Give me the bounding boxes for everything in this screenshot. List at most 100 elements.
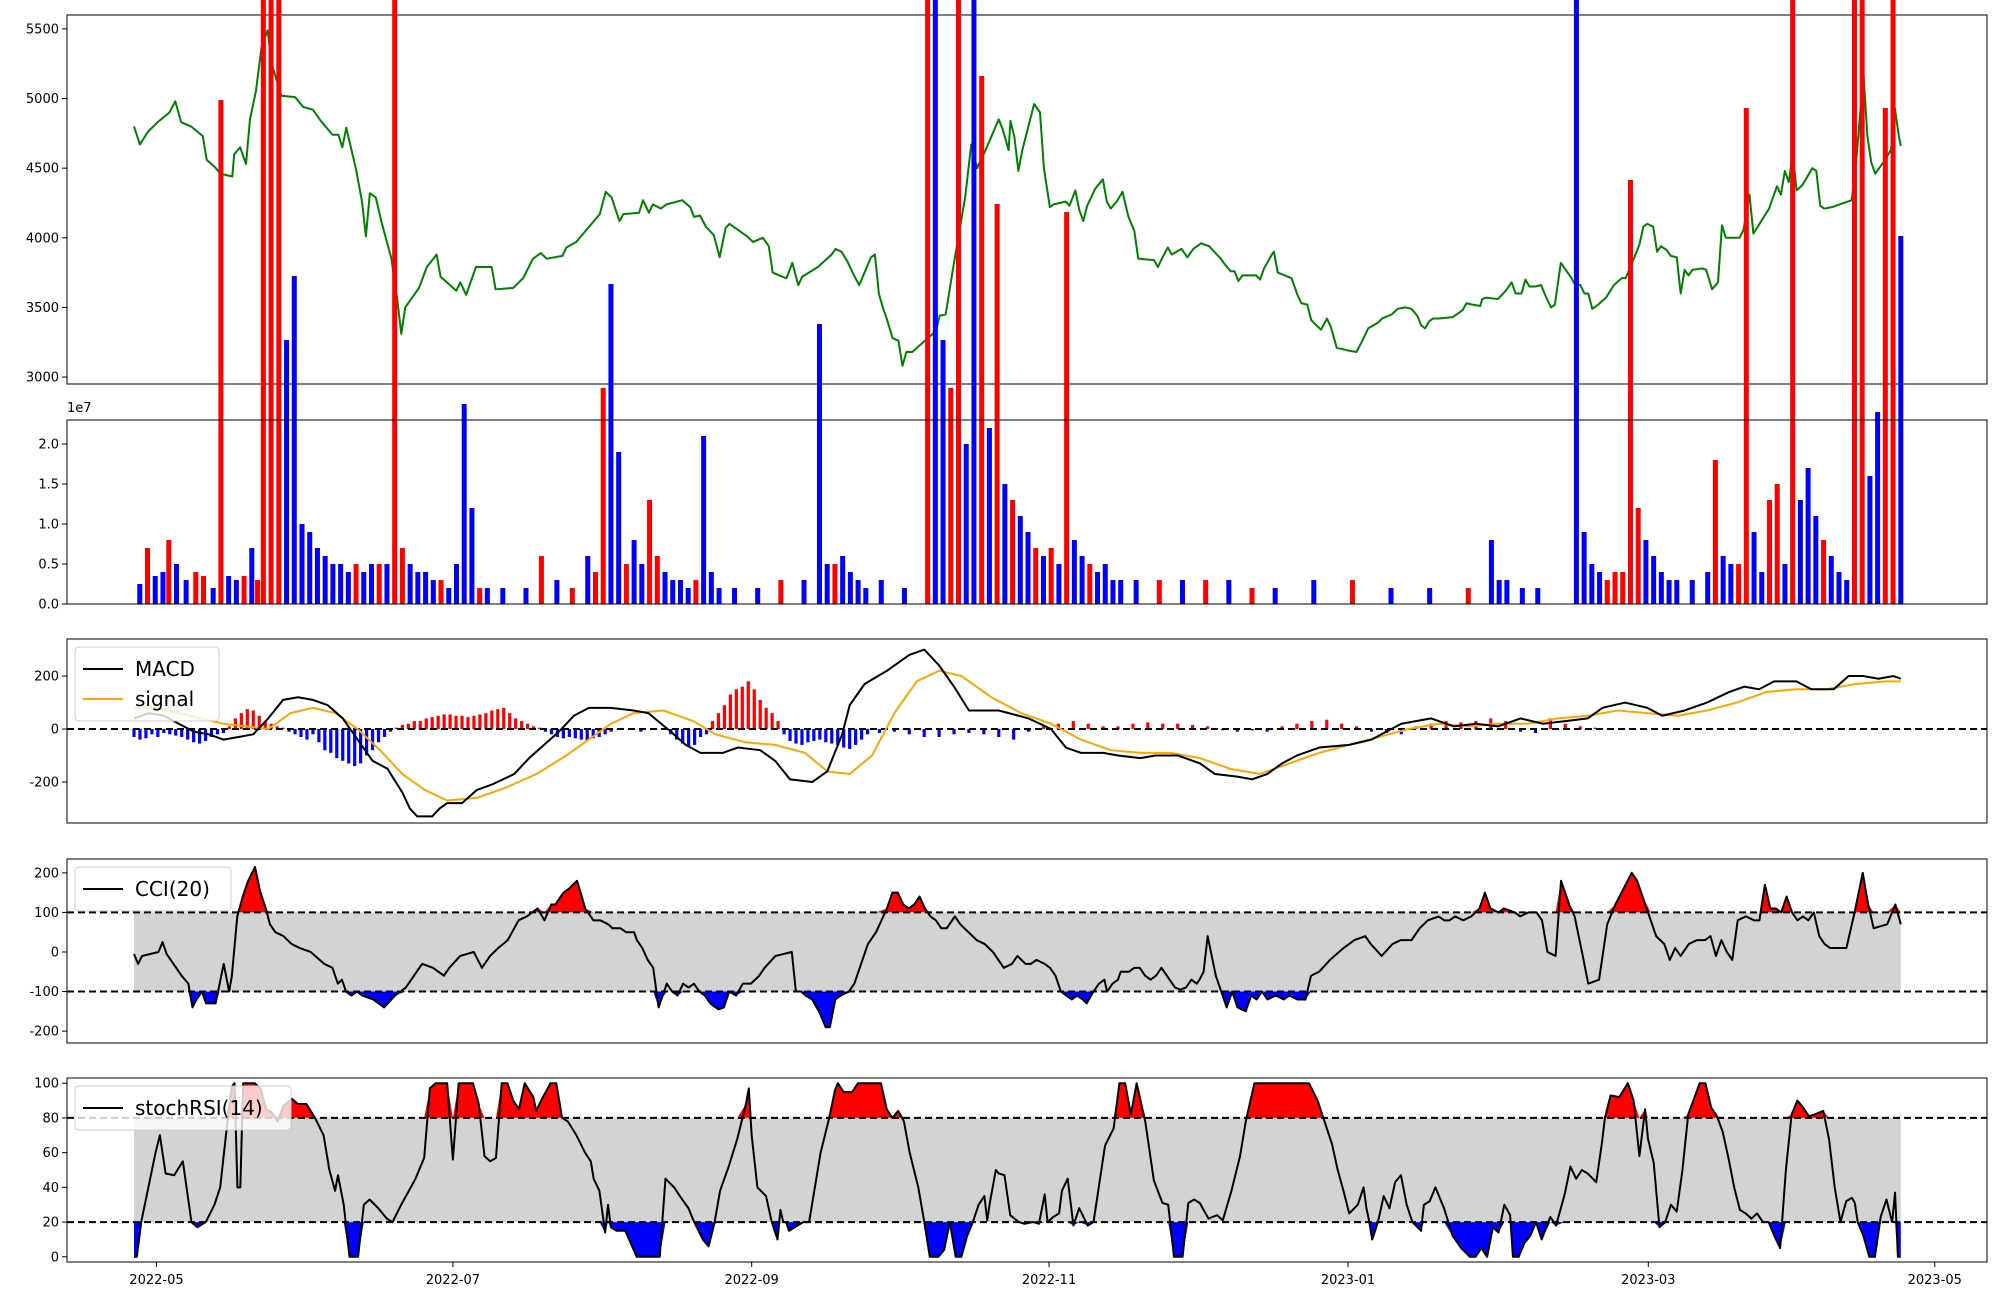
macd-histogram-bar	[907, 729, 911, 735]
macd-histogram-bar	[144, 729, 148, 739]
macd-histogram-bar	[865, 729, 870, 735]
volume-bar	[173, 564, 179, 604]
volume-bar	[1519, 588, 1525, 604]
volume-bar	[345, 572, 351, 604]
cci-panel: -200 -100 0 100 200 CCI(20)	[29, 858, 1988, 1044]
volume-bar	[901, 588, 907, 604]
macd-histogram-bar	[549, 729, 554, 735]
macd-histogram-bar	[275, 726, 279, 730]
macd-histogram-bar	[698, 729, 703, 737]
macd-histogram-bar	[341, 729, 345, 761]
stochrsi-ytick-label: 100	[34, 1077, 59, 1092]
xtick-label: 2022-07	[426, 1273, 480, 1288]
volume-bar	[1797, 500, 1803, 604]
macd-histogram-bar	[710, 721, 715, 730]
volume-bar	[438, 580, 444, 604]
volume-bar	[399, 548, 405, 604]
macd-histogram-bar	[877, 729, 882, 733]
volume-bar	[415, 572, 421, 604]
volume-bar	[1712, 460, 1718, 604]
stochrsi-legend-box	[74, 1085, 292, 1131]
signal-line	[134, 669, 1901, 802]
macd-histogram-bar	[174, 729, 178, 736]
macd-histogram-bar	[952, 729, 956, 735]
volume-bar	[241, 576, 247, 604]
macd-histogram-bar	[1161, 723, 1165, 730]
volume-bar	[284, 340, 290, 604]
volume-bar	[1821, 540, 1827, 604]
macd-histogram-bar	[370, 729, 375, 751]
volume-bar	[392, 0, 398, 604]
macd-histogram-bar	[430, 717, 434, 730]
volume-bar	[145, 548, 151, 604]
macd-histogram-bar	[400, 725, 404, 730]
macd-histogram-bar	[579, 729, 583, 740]
macd-histogram-bar	[299, 729, 303, 737]
volume-bar	[137, 584, 143, 604]
macd-histogram-bar	[687, 729, 691, 747]
macd-histogram-bar	[728, 694, 732, 730]
volume-bar	[1133, 580, 1139, 604]
macd-histogram-bar	[722, 705, 727, 730]
volume-bar	[585, 556, 591, 604]
cci-frame	[66, 858, 1988, 1044]
macd-histogram-bar	[967, 729, 971, 733]
macd-histogram-bar	[1116, 726, 1120, 730]
macd-histogram-bar	[1250, 729, 1254, 731]
volume-bar	[1079, 556, 1085, 604]
macd-histogram-bar	[770, 713, 774, 730]
macd-histogram-bar	[1310, 721, 1314, 730]
macd-histogram-bar	[245, 709, 249, 730]
macd-histogram-bar	[1325, 719, 1329, 730]
stochrsi-ytick-label: 40	[42, 1181, 59, 1196]
volume-bar	[693, 580, 699, 604]
volume-ytick-label: 2.0	[38, 438, 59, 453]
volume-bar	[1573, 0, 1579, 604]
volume-bar	[1612, 572, 1618, 604]
macd-histogram-bar	[394, 727, 399, 730]
volume-bar	[1643, 540, 1649, 604]
volume-bar	[662, 572, 668, 604]
volume-bar	[1025, 532, 1031, 604]
volume-bar	[1736, 564, 1742, 604]
volume-bar	[863, 588, 869, 604]
macd-histogram-bar	[508, 713, 512, 730]
volume-bar	[956, 0, 962, 604]
price-frame	[66, 14, 1988, 385]
macd-histogram-bar	[758, 699, 762, 730]
volume-offset-label: 1e7	[67, 401, 92, 416]
volume-bar	[484, 588, 490, 604]
macd-histogram-bar	[466, 717, 470, 730]
volume-bar	[554, 580, 560, 604]
macd-histogram-bar	[776, 721, 780, 730]
volume-bar	[166, 540, 172, 604]
macd-histogram-bar	[1012, 729, 1016, 740]
macd-histogram-bar	[782, 729, 786, 735]
stochrsi-frame	[66, 1077, 1988, 1263]
volume-bar	[1805, 468, 1811, 604]
volume-bar	[1272, 588, 1278, 604]
macd-histogram-bar	[704, 729, 709, 735]
volume-bar	[1751, 532, 1757, 604]
volume-bar	[1859, 0, 1865, 604]
volume-bar	[276, 0, 282, 604]
volume-bar	[369, 564, 375, 604]
volume-bar	[647, 500, 653, 604]
macd-histogram-bar	[520, 721, 524, 730]
volume-bar	[1179, 580, 1185, 604]
volume-bar	[623, 564, 629, 604]
macd-histogram-bar	[347, 729, 351, 764]
volume-bar	[469, 508, 475, 604]
volume-bar	[477, 588, 483, 604]
volume-bar	[1095, 572, 1101, 604]
macd-histogram-bar	[526, 723, 530, 730]
macd-histogram-bar	[561, 729, 565, 739]
macd-histogram-bar	[132, 729, 136, 737]
macd-histogram-bar	[1101, 726, 1105, 730]
macd-histogram-bar	[323, 729, 327, 751]
macd-histogram-bar	[794, 729, 798, 744]
macd-histogram-bar	[591, 729, 595, 739]
macd-histogram-bar	[603, 729, 607, 735]
volume-bar	[1087, 564, 1093, 604]
volume-bar	[453, 564, 459, 604]
